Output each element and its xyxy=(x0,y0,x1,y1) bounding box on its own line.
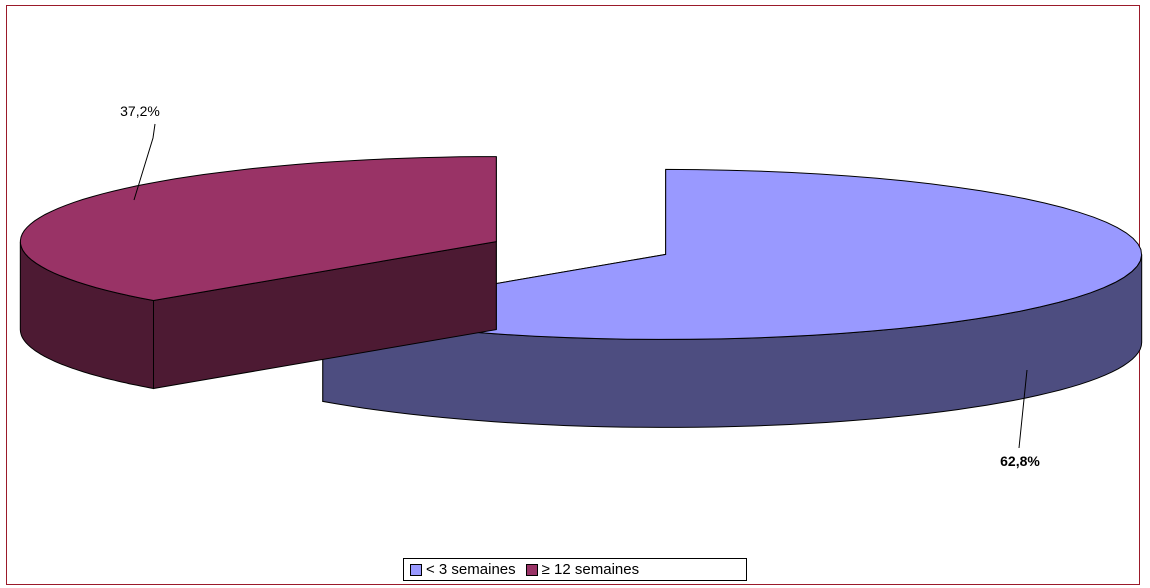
leader-line-12-semaines xyxy=(133,123,156,201)
data-label-12-semaines: 37,2% xyxy=(120,103,160,119)
legend-swatch-3-semaines xyxy=(410,563,422,576)
slice-3-semaines-top xyxy=(322,168,1143,340)
data-label-3-semaines: 62,8% xyxy=(1000,453,1040,469)
pie-slices xyxy=(19,156,1143,428)
legend-label-12-semaines: ≥ 12 semaines xyxy=(541,561,640,578)
legend-item-3-semaines: < 3 semaines xyxy=(410,561,516,578)
legend-item-12-semaines: ≥ 12 semaines xyxy=(525,561,640,578)
leader-lines xyxy=(133,123,1028,449)
legend-label-3-semaines: < 3 semaines xyxy=(426,561,516,578)
legend-swatch-12-semaines xyxy=(525,563,538,576)
slice-12-semaines-top xyxy=(19,156,497,302)
legend: < 3 semaines ≥ 12 semaines xyxy=(403,558,747,581)
leader-line-3-semaines xyxy=(1018,369,1028,449)
slice-12-semaines xyxy=(19,156,497,390)
